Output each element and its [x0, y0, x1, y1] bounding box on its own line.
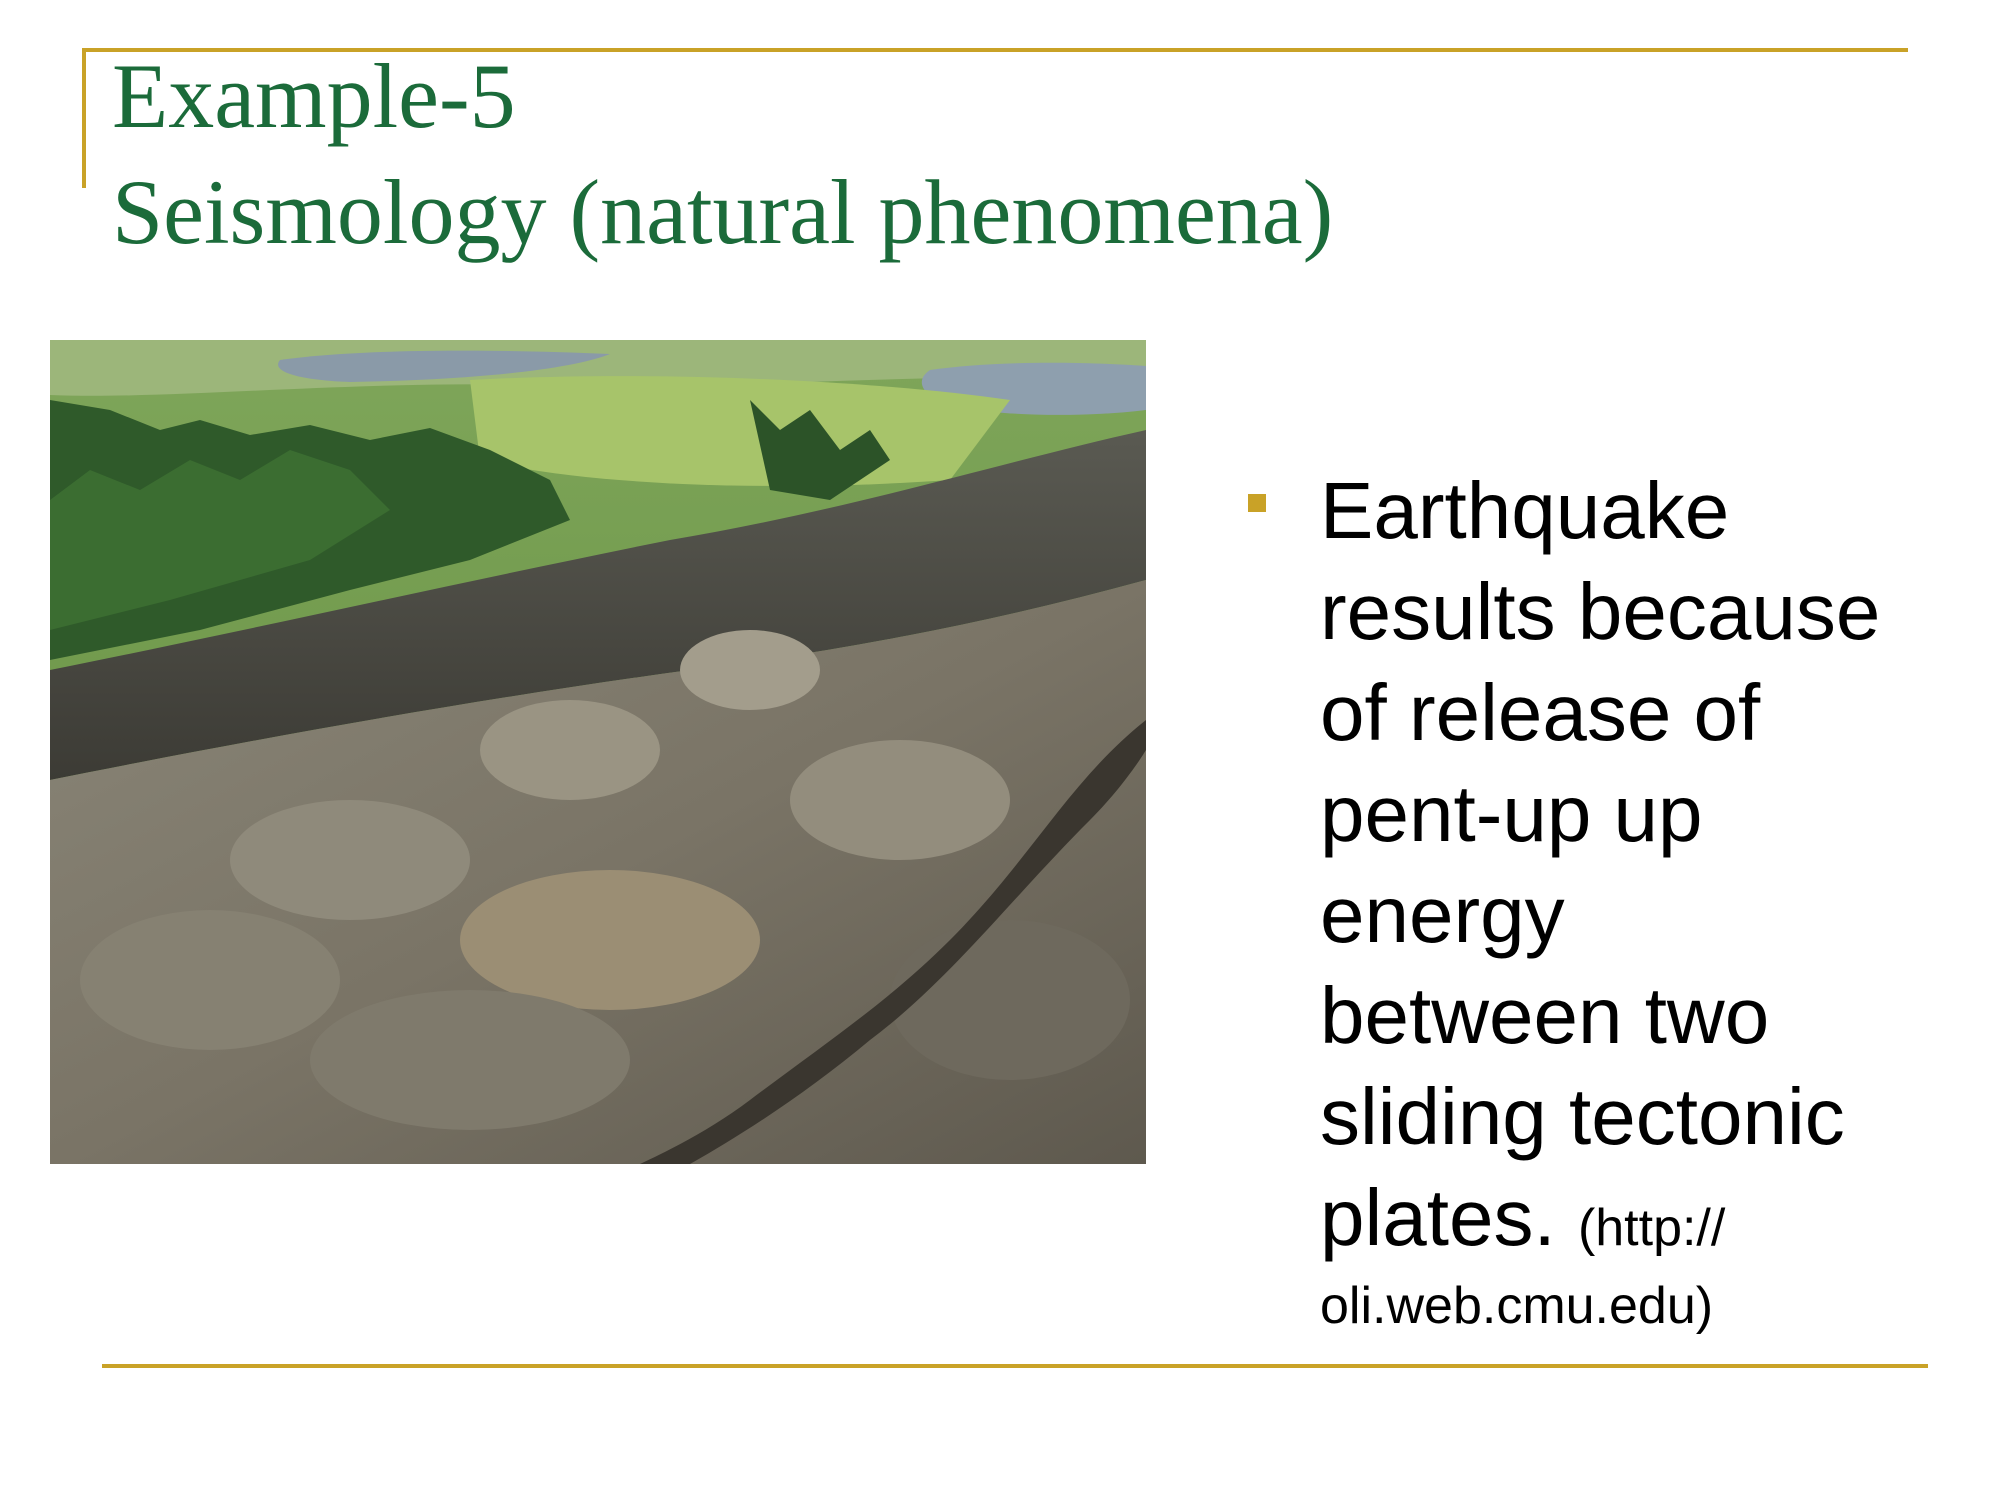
bullet-item: Earthquake results because of release of… [1248, 460, 1948, 1344]
slide-title: Example-5 Seismology (natural phenomena) [112, 38, 1812, 270]
fault-rock-photo [50, 340, 1146, 1164]
source-citation-part1: (http:// [1577, 1199, 1726, 1257]
left-rule [82, 48, 86, 188]
bullet-line-1: Earthquake [1320, 466, 1730, 555]
bullet-text: Earthquake results because of release of… [1320, 460, 1948, 1344]
bottom-rule [102, 1364, 1928, 1368]
square-bullet-icon [1248, 494, 1266, 512]
bullet-list: Earthquake results because of release of… [1248, 460, 1948, 1344]
bullet-line-2: results because [1320, 567, 1881, 656]
bullet-line-5: energy [1320, 870, 1565, 959]
bullet-line-8-text: plates. [1320, 1173, 1556, 1262]
bullet-line-8: plates. (http:// [1320, 1167, 1948, 1268]
top-rule [82, 48, 1908, 52]
bullet-line-6: between two [1320, 971, 1770, 1060]
landscape-photo-illustration [50, 340, 1146, 1164]
bullet-line-7: sliding tectonic [1320, 1072, 1845, 1161]
title-line-1: Example-5 [112, 45, 516, 147]
source-citation-part2: oli.web.cmu.edu) [1320, 1277, 1714, 1335]
title-line-2: Seismology (natural phenomena) [112, 161, 1334, 263]
bullet-line-3: of release of [1320, 668, 1761, 757]
bullet-line-4: pent-up up [1320, 769, 1703, 858]
